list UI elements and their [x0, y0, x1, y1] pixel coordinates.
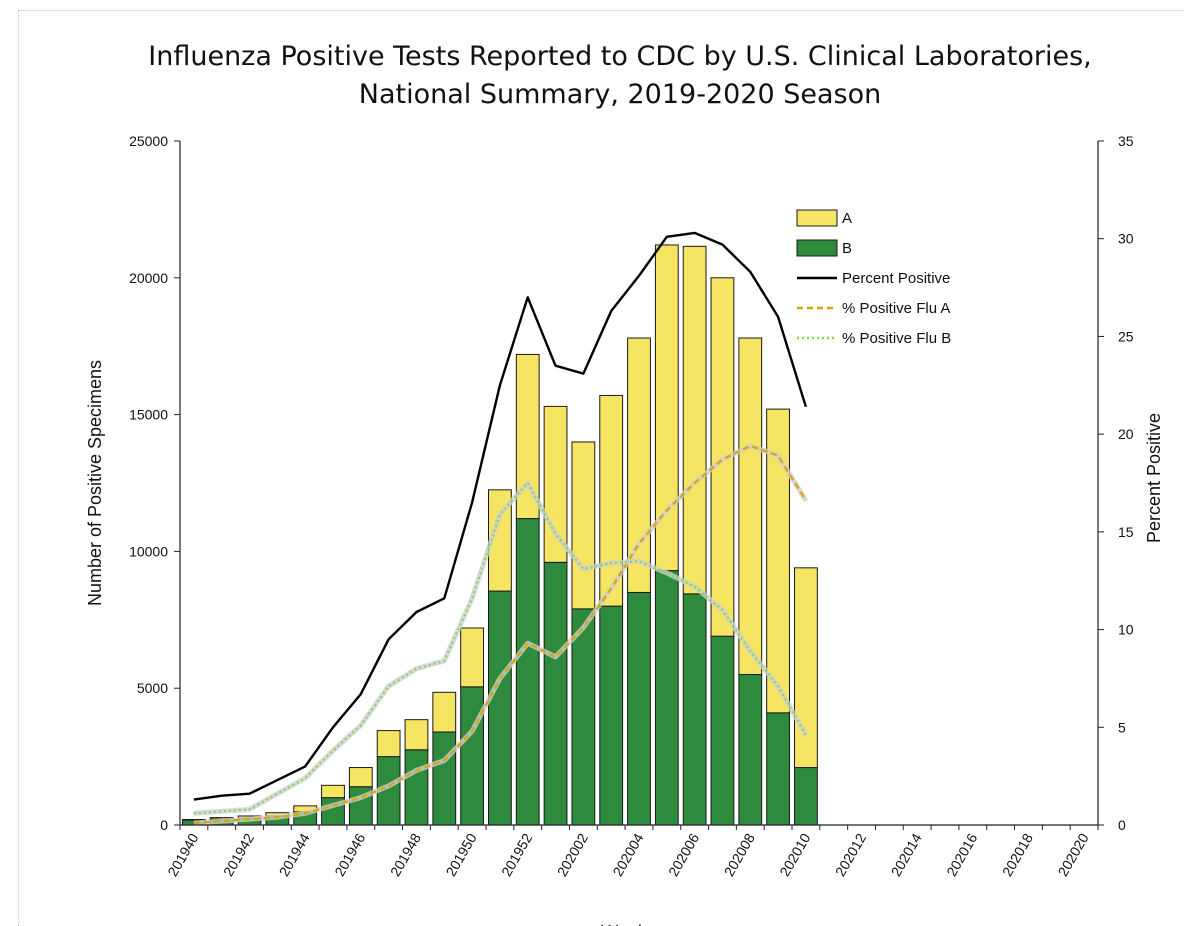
bar-a-202010 [794, 567, 818, 769]
x-tick-label: 201946 [331, 830, 368, 879]
chart-title-line1: Influenza Positive Tests Reported to CDC… [148, 41, 1092, 72]
legend-swatch-a [796, 209, 838, 227]
bar-a-202004 [627, 337, 651, 593]
y2-tick-label: 35 [1118, 133, 1134, 149]
x-tick-label: 202002 [554, 830, 591, 879]
bar-a-202006 [682, 245, 707, 595]
bar-a-201949 [432, 691, 457, 733]
x-tick-label: 202006 [665, 830, 702, 879]
y-tick-label: 5000 [137, 680, 168, 696]
line-series-0 [193, 231, 808, 801]
axes-layer: 0 5000 10000 15000 20000 25000 0 5 10 15 20 25 30 35 2… [85, 133, 1164, 926]
x-tick-label: 201952 [498, 830, 535, 879]
bars-layer [182, 244, 818, 826]
bar-a-201948 [404, 719, 429, 751]
x-tick-label: 202004 [609, 830, 646, 879]
chart-frame [18, 10, 1184, 926]
bar-a-202009 [766, 408, 790, 714]
y2-tick-label: 5 [1118, 719, 1126, 735]
lines-layer [193, 231, 809, 826]
bar-b-202006 [682, 593, 707, 826]
bar-a-202003 [599, 394, 624, 607]
bar-b-202007 [710, 635, 735, 826]
y-tick-label: 25000 [129, 133, 168, 149]
bar-b-202010 [794, 767, 818, 826]
chart-title: Influenza Positive Tests Reported to CDC… [0, 38, 1184, 114]
x-tick-label: 202020 [1054, 830, 1091, 879]
y-tick-label: 20000 [129, 270, 168, 286]
x-tick-label: 202008 [721, 830, 758, 879]
bar-b-202008 [738, 674, 763, 826]
legend-label-0: A [842, 210, 852, 227]
line-series-1 [193, 444, 807, 825]
bar-b-202001 [543, 561, 568, 826]
x-tick-label: 201942 [220, 830, 257, 879]
bar-a-202002 [571, 441, 596, 610]
bar-b-201950 [460, 686, 484, 826]
bar-b-202004 [627, 591, 651, 826]
line-shadow-2 [193, 480, 809, 816]
y-tick-label: 15000 [129, 407, 168, 423]
bar-a-201945 [321, 784, 345, 799]
y2-tick-label: 0 [1118, 817, 1126, 833]
legend: AB Percent Positive % Positive Flu A % Posi… [796, 209, 951, 347]
y2-tick-label: 25 [1118, 328, 1134, 344]
chart-title-line2: National Summary, 2019-2020 Season [358, 79, 882, 110]
bar-a-201950 [460, 627, 484, 688]
bar-b-201948 [404, 749, 429, 826]
x-tick-label: 201948 [387, 830, 424, 879]
legend-swatch-b [796, 239, 838, 257]
y2-tick-label: 15 [1118, 524, 1134, 540]
bar-a-201946 [348, 767, 373, 788]
bar-a-201952 [515, 353, 540, 520]
x-tick-label: 202010 [776, 830, 813, 879]
legend-label-4: % Positive Flu B [842, 330, 951, 347]
x-tick-label: 202018 [999, 830, 1036, 879]
bar-b-202009 [766, 712, 790, 826]
bar-a-201947 [376, 730, 401, 758]
legend-label-2: Percent Positive [842, 270, 950, 287]
x-tick-label: 202012 [832, 830, 869, 879]
y2-axis-label: Percent Positive [1144, 413, 1164, 543]
x-tick-label: 201944 [276, 830, 313, 879]
x-tick-label: 202014 [888, 830, 925, 879]
y-axis-label: Number of Positive Specimens [85, 360, 105, 606]
legend-label-3: % Positive Flu A [842, 300, 950, 317]
x-tick-label: 201940 [164, 830, 201, 879]
bar-b-202005 [654, 570, 679, 826]
x-tick-label: 202016 [943, 830, 980, 879]
y2-tick-label: 10 [1118, 622, 1134, 638]
bar-a-202008 [738, 337, 763, 676]
bar-a-201951 [488, 489, 512, 592]
bar-b-201949 [432, 731, 457, 826]
bar-b-201952 [515, 518, 540, 826]
bar-b-202003 [599, 605, 624, 826]
y2-tick-label: 20 [1118, 426, 1134, 442]
y-tick-label: 0 [160, 817, 168, 833]
x-axis-label: Week [601, 922, 648, 926]
x-tick-label: 201950 [442, 830, 479, 879]
legend-label-1: B [842, 240, 852, 257]
bar-b-202002 [571, 608, 596, 826]
y-tick-label: 10000 [129, 543, 168, 559]
bar-a-202001 [543, 405, 568, 563]
bar-b-201951 [488, 590, 512, 826]
y2-tick-label: 30 [1118, 231, 1134, 247]
